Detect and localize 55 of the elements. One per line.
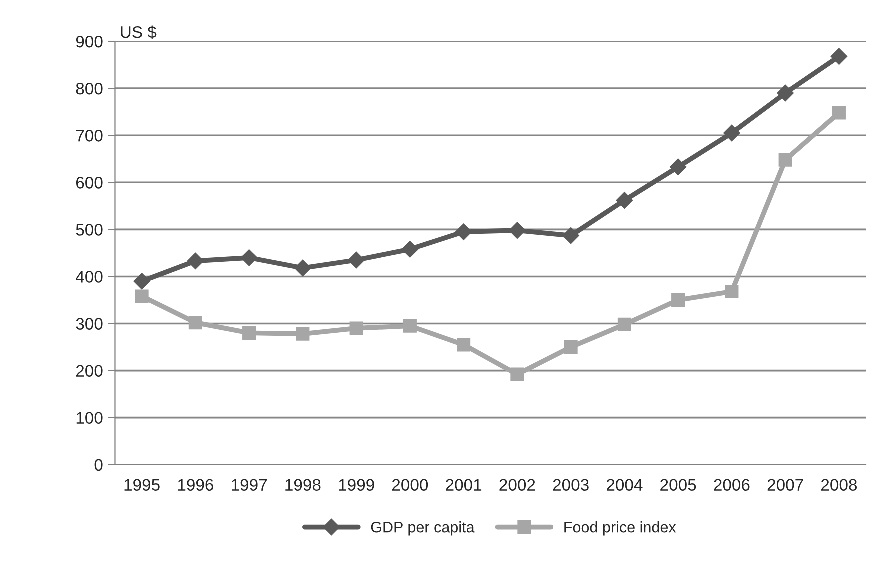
x-tick-label: 2003	[553, 479, 589, 492]
point	[240, 250, 258, 266]
x-tick-label: 1999	[339, 479, 374, 492]
point	[724, 124, 740, 142]
y-tick-label: 100	[76, 412, 103, 424]
point	[457, 338, 471, 352]
point	[777, 84, 794, 102]
x-tick-label: 2007	[768, 479, 804, 492]
point	[725, 285, 739, 299]
x-tick-label: 1998	[286, 479, 321, 492]
point	[562, 227, 580, 244]
legend-label: Food price index	[564, 522, 676, 536]
point	[242, 326, 256, 340]
point	[564, 340, 578, 354]
point	[832, 106, 846, 120]
y-tick-label: 200	[76, 365, 103, 377]
x-tick-label: 1996	[178, 479, 214, 492]
x-tick-label: 1995	[124, 479, 160, 492]
x-tick-label: 2005	[660, 479, 696, 492]
point	[455, 224, 472, 240]
point	[672, 293, 686, 308]
y-tick-label: 500	[76, 224, 103, 236]
y-tick-label: 600	[76, 177, 103, 189]
point	[350, 322, 364, 336]
y-tick-label: 700	[76, 130, 103, 142]
x-tick-label: 2000	[392, 479, 428, 492]
point	[403, 319, 417, 333]
x-tick-label: 2006	[714, 479, 750, 492]
y-tick-label: 900	[76, 36, 103, 48]
y-tick-label: 400	[76, 271, 103, 283]
point	[670, 158, 687, 176]
y-tick-label: 0	[94, 459, 103, 472]
point	[294, 260, 312, 277]
x-tick-label: 2001	[446, 479, 482, 492]
point	[830, 48, 848, 65]
point	[188, 316, 202, 330]
point	[134, 273, 150, 290]
x-tick-label: 2008	[822, 479, 858, 492]
x-tick-label: 2004	[606, 479, 643, 492]
point	[510, 368, 524, 382]
y-axis-title: US $	[121, 26, 157, 40]
point	[135, 290, 149, 304]
point	[618, 318, 632, 332]
point	[296, 327, 310, 341]
point	[348, 252, 365, 269]
x-tick-label: 1997	[232, 479, 268, 492]
x-tick-label: 2002	[500, 479, 536, 492]
legend-label: GDP per capita	[371, 522, 475, 536]
y-tick-label: 300	[76, 318, 103, 330]
point	[402, 241, 419, 258]
point	[616, 192, 634, 209]
point	[778, 153, 792, 167]
point	[509, 222, 526, 240]
y-tick-label: 800	[76, 82, 103, 95]
point	[187, 252, 204, 270]
